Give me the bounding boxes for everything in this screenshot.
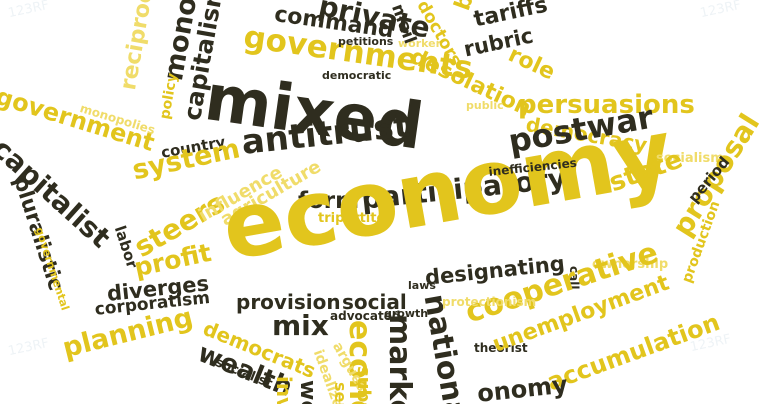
word-form: form <box>298 188 360 214</box>
watermark: 123RF <box>698 0 743 22</box>
word-socialism: socialism <box>656 151 724 166</box>
word-ownership: ownership <box>592 257 669 272</box>
word-public: public <box>466 99 504 112</box>
word-economy-small: onomy <box>475 370 569 404</box>
word-policy: policy <box>157 71 181 121</box>
watermark: 123RF <box>6 0 51 22</box>
word-mix: mix <box>272 309 329 342</box>
word-social: social <box>342 290 407 314</box>
word-reciprocity: reciprocity <box>116 0 164 92</box>
word-subsidies: subsi <box>353 366 374 404</box>
word-growth: growth <box>384 307 429 320</box>
word-democratic: democratic <box>322 69 392 82</box>
word-investment: inv <box>272 376 296 404</box>
word-tripartite: tripartite <box>318 211 386 226</box>
word-protectionism: protectionism <box>442 295 537 309</box>
word-laws: laws <box>408 279 436 292</box>
word-worker: worker <box>398 37 442 50</box>
word-advocated: advocated <box>330 309 401 323</box>
word-welfare: we <box>295 380 320 404</box>
word-persuasions: persuasions <box>518 90 695 120</box>
word-petitions: petitions <box>338 35 394 48</box>
word-market: market <box>382 314 417 404</box>
watermark: 123RF <box>6 335 51 360</box>
word-theorist: theorist <box>474 341 528 355</box>
word-role: role <box>504 42 559 86</box>
word-provision: provision <box>236 290 341 314</box>
word-services: ser <box>331 382 350 404</box>
